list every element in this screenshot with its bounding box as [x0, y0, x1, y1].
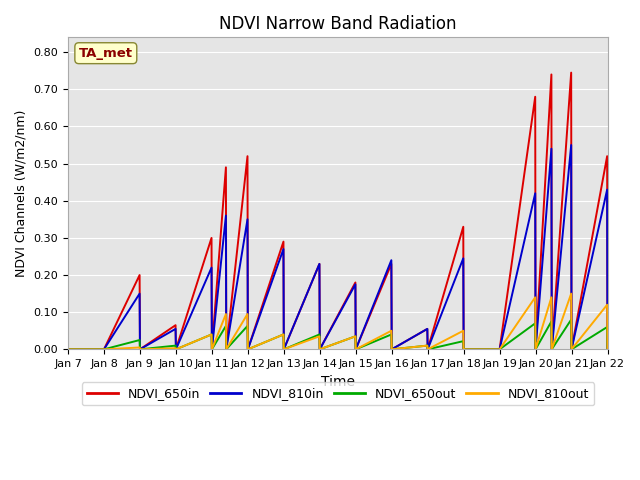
NDVI_810in	[567, 142, 575, 148]
NDVI_650in	[64, 347, 72, 352]
Line: NDVI_810out: NDVI_810out	[68, 294, 607, 349]
NDVI_810out	[567, 291, 575, 297]
Line: NDVI_650in: NDVI_650in	[68, 72, 607, 349]
NDVI_650in	[604, 347, 611, 352]
NDVI_810in	[244, 216, 252, 222]
NDVI_810in	[208, 347, 216, 352]
NDVI_810out	[604, 347, 611, 352]
NDVI_810out	[64, 347, 72, 352]
NDVI_810out	[208, 347, 216, 352]
NDVI_810in	[604, 347, 611, 352]
NDVI_650in	[223, 347, 230, 352]
Legend: NDVI_650in, NDVI_810in, NDVI_650out, NDVI_810out: NDVI_650in, NDVI_810in, NDVI_650out, NDV…	[81, 383, 594, 406]
NDVI_810in	[64, 347, 72, 352]
Y-axis label: NDVI Channels (W/m2/nm): NDVI Channels (W/m2/nm)	[15, 109, 28, 277]
NDVI_650out	[64, 347, 72, 352]
NDVI_810out	[424, 347, 431, 352]
Line: NDVI_810in: NDVI_810in	[68, 145, 607, 349]
Title: NDVI Narrow Band Radiation: NDVI Narrow Band Radiation	[219, 15, 456, 33]
Text: TA_met: TA_met	[79, 47, 133, 60]
NDVI_810out	[604, 347, 611, 352]
NDVI_650out	[604, 347, 611, 352]
NDVI_650out	[567, 317, 575, 323]
NDVI_810in	[604, 347, 611, 352]
NDVI_810in	[460, 347, 467, 352]
X-axis label: Time: Time	[321, 374, 355, 389]
NDVI_650in	[424, 347, 431, 352]
NDVI_650out	[208, 347, 216, 352]
NDVI_650in	[460, 347, 467, 352]
NDVI_650out	[424, 347, 431, 352]
NDVI_650out	[604, 347, 611, 352]
NDVI_810in	[424, 347, 431, 352]
NDVI_650out	[244, 323, 252, 329]
NDVI_650in	[244, 153, 252, 159]
NDVI_650in	[567, 70, 575, 75]
NDVI_810in	[223, 347, 230, 352]
NDVI_650in	[208, 347, 216, 352]
NDVI_650out	[223, 347, 230, 352]
NDVI_650in	[604, 347, 611, 352]
NDVI_810out	[460, 347, 467, 352]
NDVI_650out	[460, 347, 467, 352]
Line: NDVI_650out: NDVI_650out	[68, 320, 607, 349]
NDVI_810out	[223, 347, 230, 352]
NDVI_810out	[244, 311, 252, 317]
